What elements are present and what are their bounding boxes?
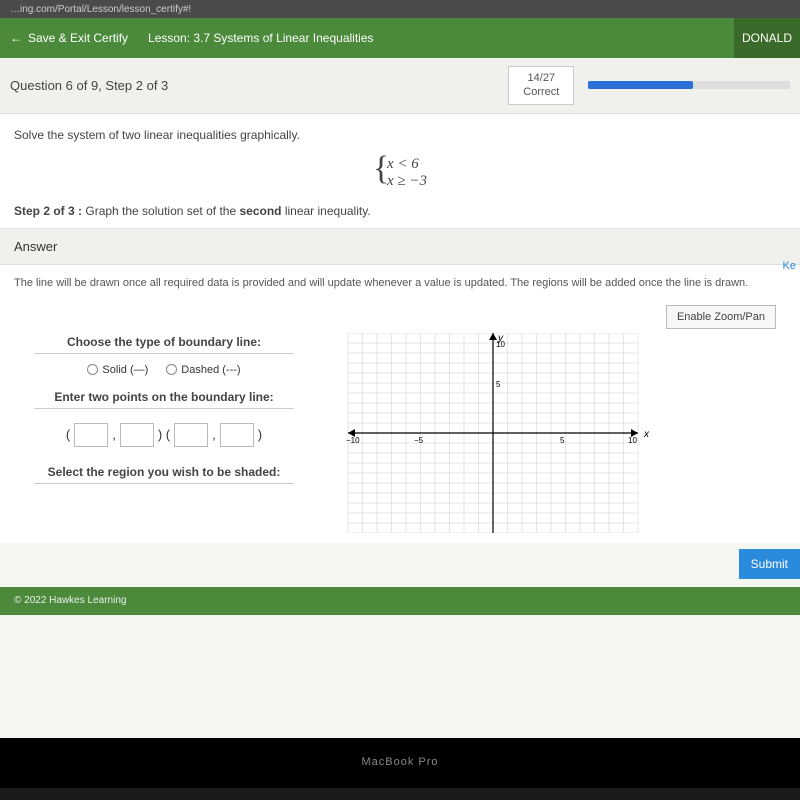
step-text-b: linear inequality. (281, 204, 370, 218)
answer-heading: Answer (14, 239, 57, 254)
radio-solid-label: Solid (—) (102, 364, 148, 376)
svg-text:5: 5 (496, 380, 501, 389)
svg-text:−5: −5 (414, 436, 424, 445)
graph-panel: Enable Zoom/Pan (328, 307, 786, 533)
laptop-label: MacBook Pro (361, 756, 438, 768)
radio-dashed-label: Dashed (---) (181, 364, 240, 376)
step-bold: second (239, 204, 281, 218)
footer-row: Submit (0, 543, 800, 587)
inequality-2: x ≥ −3 (387, 173, 427, 189)
comma: , (212, 427, 216, 442)
boundary-type-label: Choose the type of boundary line: (34, 335, 294, 354)
coordinate-grid[interactable]: x y 10 5 5 10 −5 −10 (328, 333, 658, 533)
point2-x-input[interactable] (174, 423, 208, 447)
point2-y-input[interactable] (220, 423, 254, 447)
svg-text:5: 5 (560, 436, 565, 445)
question-prompt: Solve the system of two linear inequalit… (14, 128, 786, 142)
draw-instruction: The line will be drawn once all required… (0, 265, 800, 301)
points-label: Enter two points on the boundary line: (34, 390, 294, 409)
radio-icon (166, 364, 177, 375)
inequality-system: x < 6 x ≥ −3 (14, 156, 786, 190)
save-exit-label: Save & Exit Certify (28, 31, 128, 45)
inequality-1: x < 6 (387, 156, 419, 172)
region-label: Select the region you wish to be shaded: (34, 465, 294, 484)
points-inputs: ( , ) ( , ) (14, 423, 314, 447)
user-menu[interactable]: DONALD (734, 18, 800, 58)
paren-close: ) (258, 427, 262, 442)
progress-fill (588, 81, 693, 89)
radio-icon (87, 364, 98, 375)
laptop-bezel: MacBook Pro (0, 738, 800, 788)
app-header: ← Save & Exit Certify Lesson: 3.7 System… (0, 18, 800, 58)
point1-y-input[interactable] (120, 423, 154, 447)
question-header-row: Question 6 of 9, Step 2 of 3 14/27 Corre… (0, 58, 800, 114)
paren-open: ( (66, 427, 70, 442)
svg-text:−10: −10 (346, 436, 360, 445)
copyright-footer: © 2022 Hawkes Learning (0, 587, 800, 615)
content-area: Question 6 of 9, Step 2 of 3 14/27 Corre… (0, 58, 800, 738)
submit-button[interactable]: Submit (739, 549, 800, 579)
work-area: Choose the type of boundary line: Solid … (0, 301, 800, 543)
radio-dashed[interactable]: Dashed (---) (166, 364, 240, 376)
answer-header: Answer Ke (0, 228, 800, 265)
user-name: DONALD (742, 31, 792, 45)
back-arrow-icon: ← (10, 31, 22, 45)
lesson-title: Lesson: 3.7 Systems of Linear Inequaliti… (148, 31, 373, 45)
step-text-a: Graph the solution set of the (85, 204, 239, 218)
browser-url-bar: …ing.com/Portal/Lesson/lesson_certify#! (0, 0, 800, 18)
svg-text:10: 10 (496, 340, 505, 349)
radio-solid[interactable]: Solid (—) (87, 364, 148, 376)
controls-panel: Choose the type of boundary line: Solid … (14, 307, 314, 533)
question-label: Question 6 of 9, Step 2 of 3 (10, 78, 168, 93)
comma: , (112, 427, 116, 442)
save-exit-button[interactable]: ← Save & Exit Certify (10, 31, 128, 45)
svg-text:10: 10 (628, 436, 637, 445)
boundary-radio-group: Solid (—) Dashed (---) (14, 364, 314, 376)
progress-bar (588, 81, 790, 89)
url-text: …ing.com/Portal/Lesson/lesson_certify#! (10, 4, 191, 15)
point1-x-input[interactable] (74, 423, 108, 447)
step-instruction: Step 2 of 3 : Graph the solution set of … (14, 204, 786, 218)
svg-text:x: x (643, 429, 650, 440)
score-fraction: 14/27 (523, 71, 559, 85)
copyright-text: © 2022 Hawkes Learning (14, 595, 126, 606)
paren-close-open: ) ( (158, 427, 170, 442)
score-box: 14/27 Correct (508, 66, 574, 105)
question-panel: Solve the system of two linear inequalit… (0, 114, 800, 228)
keypad-link[interactable]: Ke (783, 260, 796, 272)
zoom-pan-button[interactable]: Enable Zoom/Pan (666, 305, 776, 329)
score-word: Correct (523, 85, 559, 99)
step-prefix: Step 2 of 3 : (14, 204, 82, 218)
